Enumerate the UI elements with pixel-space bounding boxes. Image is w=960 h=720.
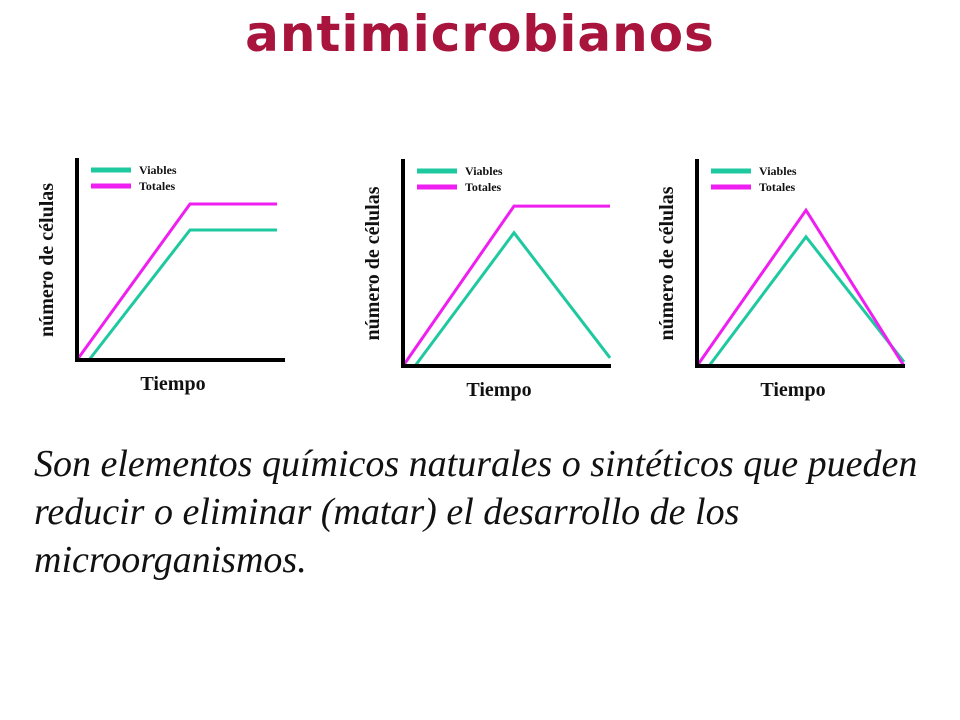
legend-label-totales-1: Totales bbox=[139, 179, 176, 193]
series-line-totales-2 bbox=[401, 204, 610, 367]
series-line-totales-1 bbox=[75, 202, 277, 361]
legend-label-viables-1: Viables bbox=[139, 163, 177, 177]
y-axis-label-3: número de células bbox=[656, 186, 678, 340]
series-line-viables-1 bbox=[87, 228, 277, 361]
legend-label-totales-3: Totales bbox=[759, 180, 796, 194]
series-line-viables-2 bbox=[413, 230, 612, 367]
page-title: antimicrobianos bbox=[245, 5, 715, 63]
series-line-viables-3 bbox=[707, 234, 906, 367]
growth-charts: Viables Totales Tiempo número de células Via… bbox=[36, 158, 906, 401]
x-axis-label-3: Tiempo bbox=[760, 379, 825, 401]
y-axis-label-2: número de células bbox=[362, 186, 384, 340]
x-axis-label-1: Tiempo bbox=[140, 373, 205, 395]
x-axis-label-2: Tiempo bbox=[466, 379, 531, 401]
legend-label-viables-2: Viables bbox=[465, 164, 503, 178]
y-axis-label-1: número de células bbox=[36, 183, 58, 337]
legend-label-viables-3: Viables bbox=[759, 164, 797, 178]
series-line-totales-3 bbox=[695, 207, 906, 367]
description-text: Son elementos químicos naturales o sinté… bbox=[34, 443, 918, 581]
legend-label-totales-2: Totales bbox=[465, 180, 502, 194]
